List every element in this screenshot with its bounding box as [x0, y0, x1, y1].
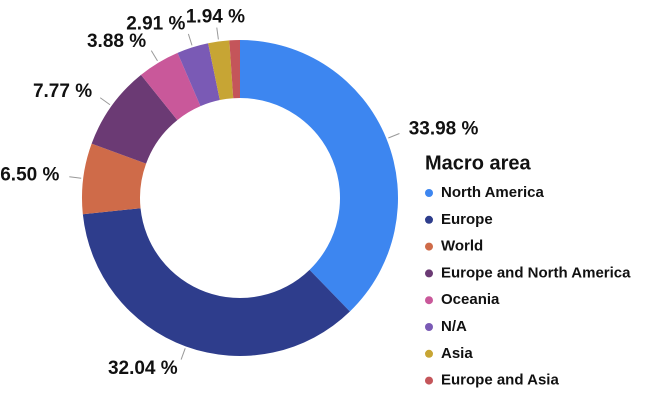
leader-line [69, 176, 82, 179]
data-label: 2.91 % [126, 13, 185, 34]
donut-slice [81, 143, 147, 215]
data-label: 32.04 % [108, 358, 178, 379]
data-label: 6.50 % [0, 164, 59, 185]
leader-line [150, 50, 158, 62]
legend-title: Macro area [425, 152, 531, 174]
legend-label: North America [441, 184, 544, 201]
leader-line [180, 348, 186, 360]
legend-label: N/A [441, 318, 467, 335]
data-label: 3.88 % [87, 31, 146, 52]
legend-label: Oceania [441, 291, 500, 308]
legend-marker [425, 189, 433, 197]
legend-label: Asia [441, 345, 473, 362]
donut-slice [208, 40, 234, 101]
data-label: 33.98 % [409, 119, 479, 140]
legend-label: Europe and Asia [441, 372, 559, 389]
donut-slice [229, 40, 240, 99]
legend-marker [425, 349, 433, 358]
donut-slice [140, 52, 201, 121]
leader-line [216, 27, 219, 40]
leader-line [99, 97, 111, 106]
donut-slice [177, 43, 220, 107]
legend-marker [425, 323, 433, 331]
leader-line [388, 133, 400, 139]
donut-slice [91, 74, 178, 164]
leader-line [187, 33, 193, 46]
legend-marker [425, 296, 433, 305]
legend-marker [425, 242, 433, 251]
legend-label: Europe and North America [441, 264, 631, 281]
legend-marker [425, 215, 433, 224]
legend-marker [425, 376, 433, 385]
donut-slice [82, 208, 350, 357]
donut-slice [240, 40, 399, 312]
legend-label: World [441, 238, 483, 255]
data-label: 1.94 % [186, 7, 245, 28]
legend-marker [425, 269, 433, 278]
legend-label: Europe [441, 211, 493, 228]
data-label: 7.77 % [33, 81, 92, 102]
